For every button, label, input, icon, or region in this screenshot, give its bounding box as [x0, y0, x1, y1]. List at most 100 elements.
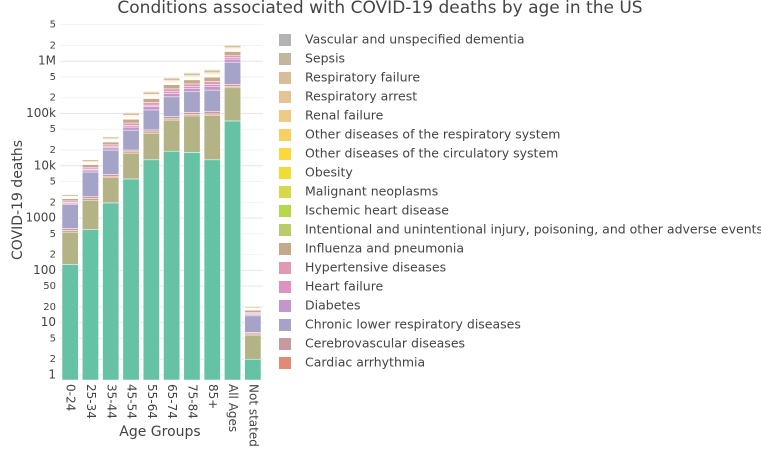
bar-segment: [163, 77, 181, 81]
y-tick-label: 10: [41, 315, 56, 329]
bar-segment: [244, 310, 262, 313]
bar-segment: [142, 159, 160, 381]
legend-swatch: [279, 186, 291, 198]
y-tick-label: 5: [50, 124, 56, 135]
bar-segment: [224, 120, 241, 381]
legend-label: Ischemic heart disease: [305, 203, 449, 218]
bar-segment: [82, 171, 99, 197]
bar-segment: [244, 358, 262, 381]
bar-segment: [82, 169, 99, 173]
y-tick-label: 100: [33, 263, 56, 277]
legend-label: Intentional and unintentional injury, po…: [305, 222, 761, 237]
legend-swatch: [279, 357, 291, 369]
legend-swatch: [279, 91, 291, 103]
y-tick-label: 5: [50, 20, 56, 31]
bar-segment: [163, 150, 181, 381]
legend-label: Influenza and pneumonia: [305, 241, 464, 256]
bar-segment: [122, 178, 140, 381]
bar-segment: [163, 93, 181, 98]
x-tick-label: 0-24: [64, 384, 78, 411]
legend-swatch: [279, 34, 291, 46]
legend-label: Obesity: [305, 165, 353, 180]
bar-segment: [163, 119, 181, 152]
legend-label: Cerebrovascular diseases: [305, 336, 465, 351]
bar-segment: [203, 81, 221, 85]
legend-label: Hypertensive diseases: [305, 260, 446, 275]
bar-segment: [61, 204, 79, 229]
bar-segment: [203, 114, 221, 161]
bar-segment: [102, 149, 120, 175]
bar-segment: [122, 152, 140, 180]
legend-swatch: [279, 129, 291, 141]
bar-segment: [61, 231, 79, 265]
x-tick-label: 35-44: [104, 384, 118, 419]
x-tick-label: 45-54: [125, 384, 139, 419]
bar-segment: [82, 199, 99, 230]
y-tick-label: 2: [50, 145, 56, 156]
y-tick-label: 2: [50, 250, 56, 261]
bar-segment: [142, 129, 160, 133]
x-tick-label: 75-84: [185, 384, 199, 419]
bar-segment: [163, 84, 181, 90]
bar-segment: [122, 129, 140, 151]
legend-label: Renal failure: [305, 108, 384, 123]
legend-swatch: [279, 243, 291, 255]
bar-segment: [163, 88, 181, 92]
chart-title: Conditions associated with COVID-19 deat…: [117, 0, 642, 18]
bar-segment: [224, 61, 241, 85]
legend-swatch: [279, 53, 291, 65]
legend-label: Diabetes: [305, 298, 361, 313]
legend-swatch: [279, 300, 291, 312]
bar-segment: [122, 119, 140, 124]
bar-segment: [203, 86, 221, 91]
bar-segment: [183, 79, 201, 85]
legend-swatch: [279, 319, 291, 331]
legend-label: Sepsis: [305, 51, 345, 66]
y-tick-label: 20: [43, 302, 56, 313]
bar-segment: [82, 159, 99, 162]
bar-segment: [82, 164, 99, 168]
bar-segment: [142, 98, 160, 103]
bar-segment: [142, 102, 160, 106]
y-tick-label: 2: [50, 354, 56, 365]
legend-label: Respiratory failure: [305, 70, 420, 85]
bar-segment: [163, 96, 181, 117]
y-tick-label: 50: [43, 281, 56, 292]
legend-swatch: [279, 262, 291, 274]
legend-label: Respiratory arrest: [305, 89, 417, 104]
legend-label: Other diseases of the circulatory system: [305, 146, 558, 161]
legend-label: Chronic lower respiratory diseases: [305, 317, 521, 332]
bar-segment: [61, 264, 79, 381]
x-tick-label: 55-64: [145, 384, 159, 419]
bar-segment: [102, 141, 120, 146]
bar-segment: [102, 144, 120, 148]
y-tick-label: 10k: [34, 158, 56, 172]
bar-segment: [142, 106, 160, 111]
bar-segment: [102, 177, 120, 204]
bar-segment: [102, 174, 120, 177]
bar-segment: [122, 112, 140, 116]
x-tick-label: 65-74: [165, 384, 179, 419]
bar-segment: [183, 88, 201, 93]
bar-segment: [203, 76, 221, 82]
bar-segment: [163, 116, 181, 120]
bar-segment: [142, 91, 160, 95]
bar-segment: [142, 132, 160, 161]
bar-segment: [224, 54, 241, 58]
bar-segment: [122, 149, 140, 153]
bar-segment: [82, 166, 99, 170]
y-tick-label: 2: [50, 197, 56, 208]
bar-segment: [203, 84, 221, 87]
bar-segment: [203, 111, 221, 115]
bar-segment: [203, 159, 221, 381]
legend-label: Cardiac arrhythmia: [305, 355, 425, 370]
legend-swatch: [279, 224, 291, 236]
bar-segment: [102, 136, 120, 140]
y-tick-label: 100k: [26, 106, 56, 120]
bar-segment: [82, 196, 99, 199]
bar-segment: [244, 315, 262, 333]
bar-segment: [224, 58, 241, 63]
y-tick-label: 2: [50, 93, 56, 104]
